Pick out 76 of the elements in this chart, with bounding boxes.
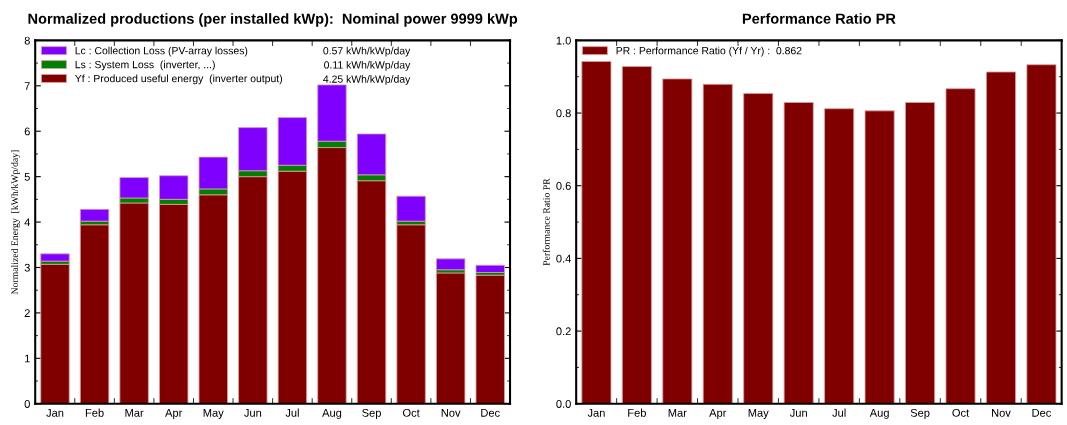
x-tick-label: Feb <box>85 408 104 417</box>
x-tick-label: Sep <box>362 408 381 419</box>
x-tick-label: Aug <box>869 409 889 419</box>
bar <box>743 93 774 404</box>
x-tick-label: May <box>748 409 769 419</box>
x-tick-label: Feb <box>628 408 646 417</box>
bar <box>396 224 426 404</box>
x-tick-label: Nov <box>992 409 1011 417</box>
y-tick-label: 3 <box>24 263 30 272</box>
x-tick-label: Apr <box>709 409 727 419</box>
y-tick-label: 2 <box>24 309 30 317</box>
y-tick-label: 6 <box>24 127 30 136</box>
y-tick-label: 5 <box>24 173 30 181</box>
bar <box>702 83 733 404</box>
y-tick-label: 0.0 <box>556 400 571 408</box>
legend-label: Lc : Collection Loss (PV-array losses) <box>75 46 248 57</box>
bar <box>783 102 814 404</box>
bar <box>475 274 505 404</box>
bar <box>159 203 189 404</box>
bar <box>277 170 308 404</box>
y-tick-label: 0.4 <box>556 254 571 263</box>
y-axis-title: Normalized Energy [kWh/kWp/day] <box>11 150 20 295</box>
x-tick-label: Nov <box>441 409 461 417</box>
y-tick-label: 0 <box>24 400 30 408</box>
bar <box>662 78 693 404</box>
legend-label: PR : Performance Ratio (Yf / Yr) : 0.862 <box>616 46 802 57</box>
bar <box>864 110 895 404</box>
y-tick-label: 7 <box>24 82 30 90</box>
x-tick-label: Sep <box>910 408 930 419</box>
x-tick-label: Dec <box>481 409 500 417</box>
x-tick-label: Jun <box>789 409 807 417</box>
bar <box>824 108 855 404</box>
x-tick-label: Oct <box>402 408 420 417</box>
legend-label: Yf : Produced useful energy (inverter output) <box>75 74 283 85</box>
bar <box>40 263 70 404</box>
bar <box>436 272 466 404</box>
x-tick-label: Jan <box>46 409 64 417</box>
bar <box>40 253 70 262</box>
y-tick-label: 0.2 <box>556 327 571 336</box>
bar <box>79 224 110 404</box>
annotation: 4.25 kWh/kWp/day <box>323 75 411 85</box>
legend-label: Ls : System Loss (inverter, ...) <box>75 60 215 71</box>
bar <box>985 71 1016 404</box>
y-axis-title: Performance Ratio PR <box>542 178 550 266</box>
bar <box>79 208 110 222</box>
x-tick-label: Oct <box>952 408 970 417</box>
x-tick-label: May <box>203 409 224 419</box>
x-tick-label: Aug <box>322 409 342 419</box>
x-tick-label: Jul <box>285 408 299 417</box>
x-tick-label: Mar <box>125 409 144 417</box>
bar <box>1026 64 1057 404</box>
bar <box>436 258 466 271</box>
y-tick-label: 8 <box>24 36 30 45</box>
annotation: 0.11 kWh/kWp/day <box>324 60 411 71</box>
bar <box>475 264 505 273</box>
bar <box>119 202 149 404</box>
x-tick-label: Jun <box>244 409 262 417</box>
x-tick-label: Jan <box>587 409 605 417</box>
bar <box>198 194 228 404</box>
annotation: 0.57 kWh/kWp/day <box>323 46 411 57</box>
x-tick-label: Mar <box>668 409 687 417</box>
y-tick-label: 1.0 <box>556 36 571 45</box>
bar <box>905 102 936 404</box>
x-tick-label: Dec <box>1032 409 1052 417</box>
x-tick-label: Jul <box>832 408 846 417</box>
y-tick-label: 1 <box>25 354 30 363</box>
y-tick-label: 4 <box>24 218 31 227</box>
bar <box>945 88 976 404</box>
bar <box>581 61 612 404</box>
bar <box>396 195 426 222</box>
chart-title: Performance Ratio PR <box>742 13 896 24</box>
x-tick-label: Apr <box>165 409 183 419</box>
y-tick-label: 0.8 <box>556 109 571 118</box>
bar <box>621 66 652 404</box>
y-tick-label: 0.6 <box>556 181 571 190</box>
chart-title: Normalized productions (per installed kWp): Nominal power 9999 kWp <box>28 13 518 27</box>
